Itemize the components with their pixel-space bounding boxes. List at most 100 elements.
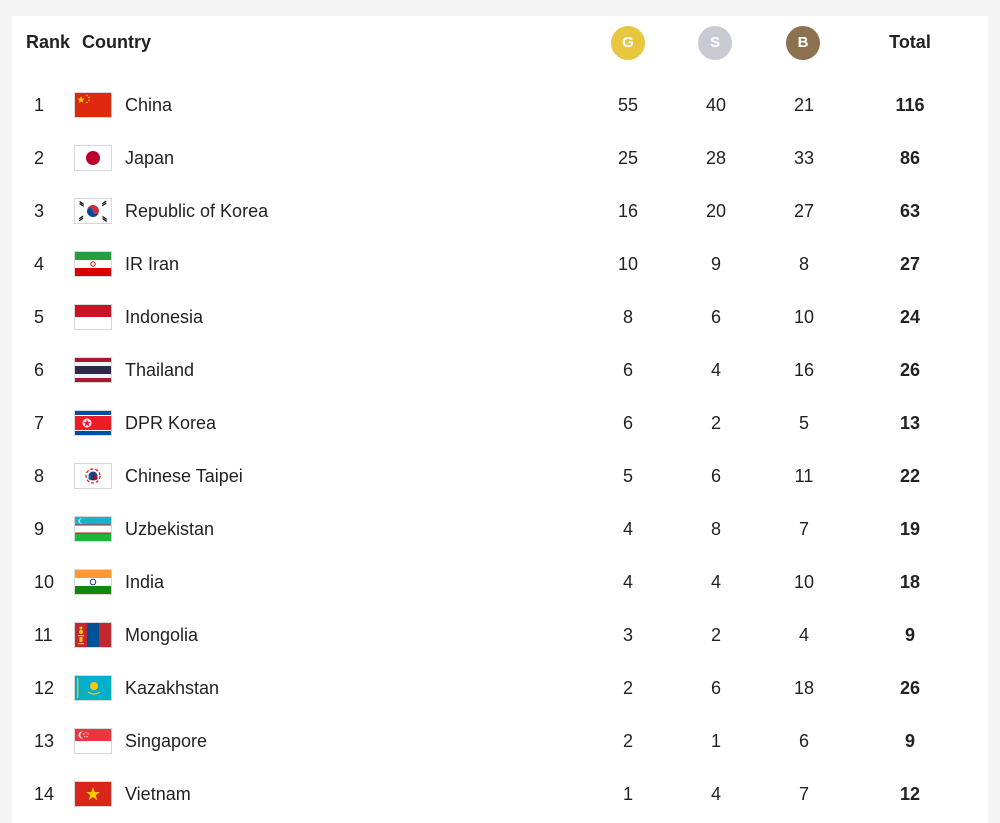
total-count: 27	[899, 254, 921, 274]
south-korea-flag-icon	[75, 199, 111, 223]
table-row[interactable]: 3 Republic of Korea 16 20 27 63	[12, 185, 988, 237]
table-row[interactable]: 8 Chinese Taipei 5 6 11 22	[12, 450, 988, 502]
silver-count: 2	[710, 413, 721, 433]
rank-cell: 9	[34, 519, 45, 539]
silver-count: 20	[705, 201, 727, 221]
total-count: 86	[899, 148, 921, 168]
country-name[interactable]: China	[125, 95, 173, 115]
bronze-count: 5	[798, 413, 809, 433]
bronze-count: 33	[793, 148, 815, 168]
bronze-count: 7	[798, 784, 809, 804]
silver-count: 6	[710, 307, 721, 327]
table-row[interactable]: 7 DPR Korea 6 2 5 13	[12, 397, 988, 449]
table-row[interactable]: 9 Uzbekistan 4 8 7 19	[12, 503, 988, 555]
bronze-count: 10	[793, 307, 815, 327]
silver-count: 9	[710, 254, 721, 274]
table-row[interactable]: 12 Kazakhstan 2 6 18 26	[12, 662, 988, 714]
silver-count: 1	[710, 731, 721, 751]
country-name[interactable]: Thailand	[125, 360, 195, 380]
total-count: 22	[899, 466, 921, 486]
chinese-taipei-flag-icon	[75, 464, 111, 488]
country-name[interactable]: Japan	[125, 148, 175, 168]
country-name[interactable]: India	[125, 572, 165, 592]
silver-count: 2	[710, 625, 721, 645]
total-count: 18	[899, 572, 921, 592]
gold-count: 10	[617, 254, 639, 274]
rank-cell: 12	[34, 678, 55, 698]
silver-count: 4	[710, 784, 721, 804]
rank-cell: 13	[34, 731, 55, 751]
country-name[interactable]: Uzbekistan	[125, 519, 215, 539]
iran-flag-icon	[75, 252, 111, 276]
gold-count: 2	[622, 731, 633, 751]
medal-table: Rank Country G S B Total 1 China 55 40 2…	[12, 16, 988, 823]
table-row[interactable]: 10 India 4 4 10 18	[12, 556, 988, 608]
total-count: 116	[895, 95, 925, 115]
country-name[interactable]: Republic of Korea	[125, 201, 269, 221]
gold-count: 55	[617, 95, 639, 115]
total-count: 13	[899, 413, 921, 433]
gold-count: 3	[622, 625, 633, 645]
total-count: 63	[899, 201, 921, 221]
country-name[interactable]: IR Iran	[125, 254, 180, 274]
rank-cell: 7	[34, 413, 45, 433]
country-name[interactable]: Singapore	[125, 731, 208, 751]
table-row[interactable]: 6 Thailand 6 4 16 26	[12, 344, 988, 396]
table-row[interactable]: 11 Mongolia 3 2 4 9	[12, 609, 988, 661]
gold-count: 2	[622, 678, 633, 698]
table-row[interactable]: 2 Japan 25 28 33 86	[12, 132, 988, 184]
rank-cell: 11	[34, 625, 53, 645]
rank-cell: 14	[34, 784, 55, 804]
rank-cell: 10	[34, 572, 55, 592]
silver-count: 40	[705, 95, 727, 115]
thailand-flag-icon	[75, 358, 111, 382]
japan-flag-icon	[75, 146, 111, 170]
silver-count: 6	[710, 466, 721, 486]
table-row[interactable]: 1 China 55 40 21 116	[12, 79, 988, 131]
country-name[interactable]: Chinese Taipei	[125, 466, 243, 486]
table-row[interactable]: 13 Singapore 2 1 6 9	[12, 715, 988, 767]
gold-count: 6	[622, 360, 633, 380]
bronze-count: 27	[793, 201, 815, 221]
gold-count: 5	[622, 466, 633, 486]
bronze-count: 6	[798, 731, 809, 751]
rank-cell: 1	[34, 95, 45, 115]
rank-cell: 5	[34, 307, 45, 327]
bronze-count: 11	[794, 466, 814, 486]
country-name[interactable]: DPR Korea	[125, 413, 217, 433]
mongolia-flag-icon	[75, 623, 111, 647]
gold-count: 25	[617, 148, 639, 168]
vietnam-flag-icon	[75, 782, 111, 806]
rank-cell: 2	[34, 148, 45, 168]
silver-count: 4	[710, 572, 721, 592]
china-flag-icon	[75, 93, 111, 117]
indonesia-flag-icon	[75, 305, 111, 329]
country-name[interactable]: Vietnam	[125, 784, 191, 804]
bronze-count: 7	[798, 519, 809, 539]
rank-header: Rank	[26, 32, 71, 52]
bronze-count: 21	[793, 95, 815, 115]
kazakhstan-flag-icon	[75, 676, 111, 700]
gold-medal-icon: G	[611, 26, 645, 60]
silver-count: 6	[710, 678, 721, 698]
bronze-count: 10	[793, 572, 815, 592]
gold-count: 8	[622, 307, 633, 327]
gold-count: 4	[622, 519, 633, 539]
country-name[interactable]: Mongolia	[125, 625, 199, 645]
rank-cell: 8	[34, 466, 45, 486]
total-count: 19	[899, 519, 921, 539]
country-header: Country	[82, 32, 151, 52]
table-row[interactable]: 4 IR Iran 10 9 8 27	[12, 238, 988, 290]
gold-count: 1	[622, 784, 633, 804]
silver-count: 8	[710, 519, 721, 539]
table-row[interactable]: 5 Indonesia 8 6 10 24	[12, 291, 988, 343]
country-name[interactable]: Kazakhstan	[125, 678, 220, 698]
total-header: Total	[889, 32, 931, 52]
bronze-count: 16	[793, 360, 815, 380]
bronze-count: 4	[798, 625, 809, 645]
silver-count: 4	[710, 360, 721, 380]
bronze-medal-icon: B	[786, 26, 820, 60]
table-row[interactable]: 14 Vietnam 1 4 7 12	[12, 768, 988, 820]
country-name[interactable]: Indonesia	[125, 307, 204, 327]
total-count: 9	[904, 731, 915, 751]
